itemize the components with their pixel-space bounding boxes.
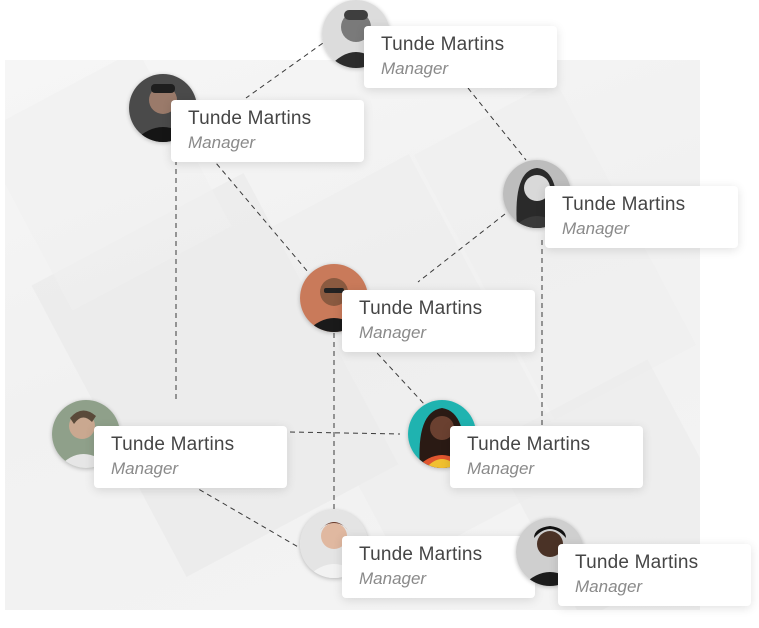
connector-line xyxy=(467,87,527,161)
connector-line xyxy=(289,431,401,435)
member-role: Manager xyxy=(188,133,256,152)
member-name: Tunde Martins xyxy=(381,34,505,55)
connector-line xyxy=(175,475,301,549)
member-name: Tunde Martins xyxy=(359,298,483,319)
member-name: Tunde Martins xyxy=(575,552,699,573)
connector-line xyxy=(364,339,426,406)
member-role: Manager xyxy=(381,59,449,78)
member-role: Manager xyxy=(359,569,427,588)
member-card: Tunde Martins Manager xyxy=(342,290,535,352)
member-role: Manager xyxy=(575,577,643,596)
connector-line xyxy=(245,37,331,99)
person-avatar-icon xyxy=(322,0,390,68)
member-card: Tunde Martins Manager xyxy=(450,426,643,488)
member-name: Tunde Martins xyxy=(111,434,235,455)
member-card: Tunde Martins Manager xyxy=(558,544,751,606)
member-card: Tunde Martins Manager xyxy=(94,426,287,488)
member-name: Tunde Martins xyxy=(359,544,483,565)
member-name: Tunde Martins xyxy=(188,108,312,129)
member-card: Tunde Martins Manager xyxy=(364,26,557,88)
connector-line xyxy=(204,149,309,273)
member-role: Manager xyxy=(111,459,179,478)
connector-line xyxy=(417,213,506,283)
member-card: Tunde Martins Manager xyxy=(171,100,364,162)
member-role: Manager xyxy=(467,459,535,478)
member-role: Manager xyxy=(359,323,427,342)
member-name: Tunde Martins xyxy=(467,434,591,455)
member-card: Tunde Martins Manager xyxy=(342,536,535,598)
member-role: Manager xyxy=(562,219,630,238)
member-card: Tunde Martins Manager xyxy=(545,186,738,248)
member-name: Tunde Martins xyxy=(562,194,686,215)
